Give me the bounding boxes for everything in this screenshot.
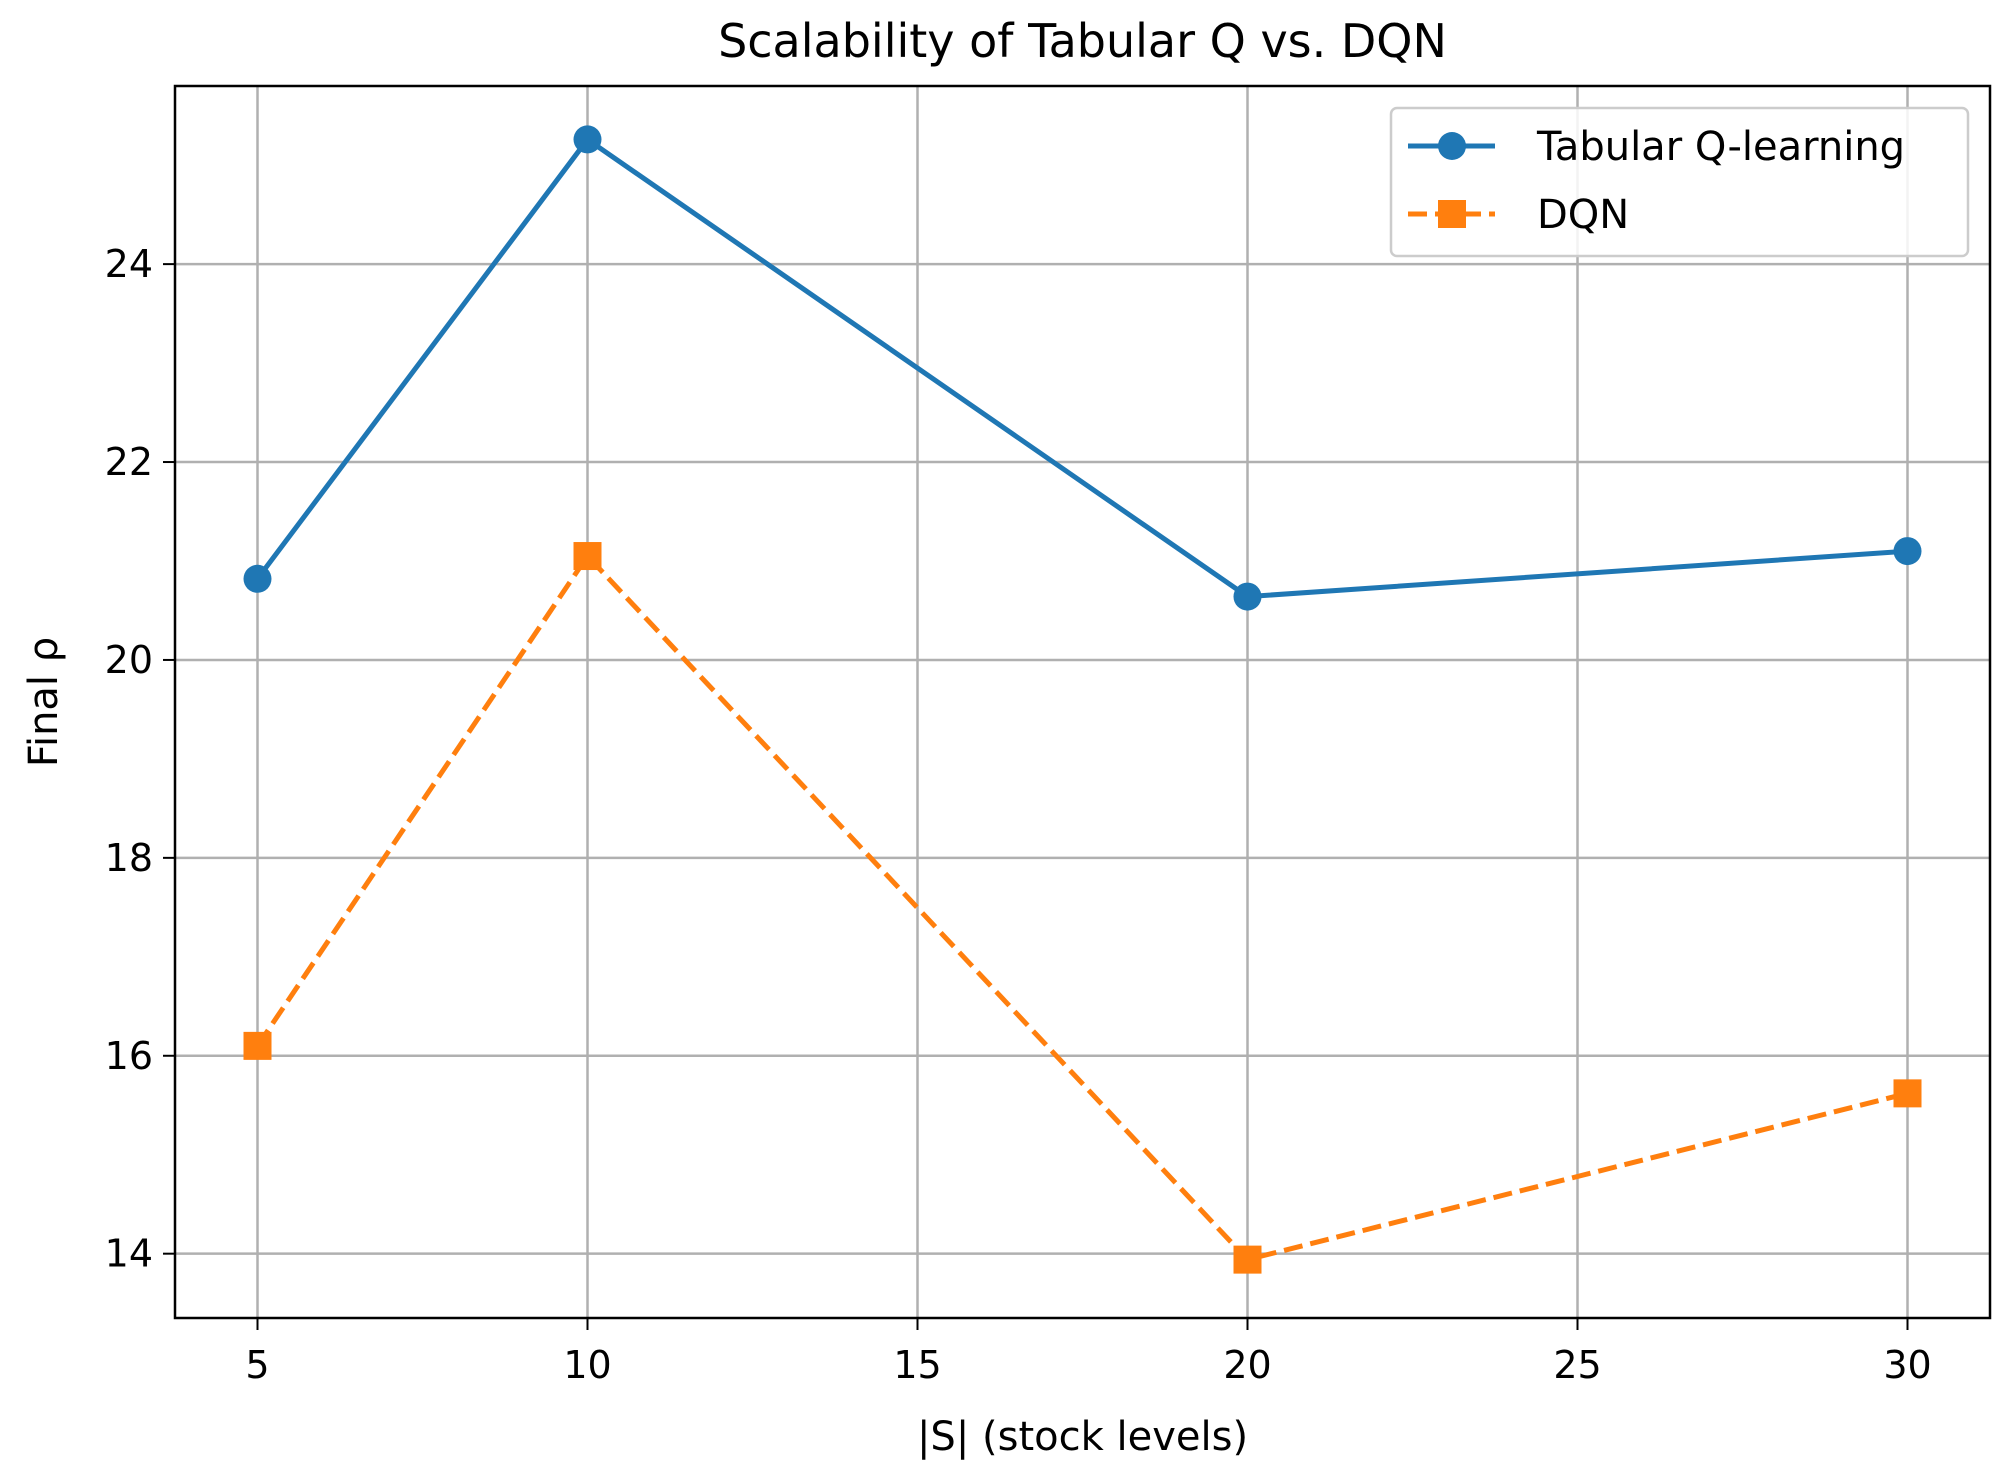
data-point-s0-1 [573, 125, 602, 154]
legend-box [1389, 106, 1970, 258]
x-tick-label-30: 30 [1883, 1343, 1931, 1387]
legend-marker-1 [1438, 200, 1466, 228]
y-tick-label-16: 16 [105, 1034, 153, 1078]
series-layer [243, 125, 1922, 1274]
chart-title: Scalability of Tabular Q vs. DQN [718, 14, 1447, 68]
series-line-1 [255, 553, 1909, 1263]
y-tick-label-14: 14 [105, 1232, 153, 1276]
x-tick-label-25: 25 [1553, 1343, 1601, 1387]
x-axis-label: |S| (stock levels) [917, 1414, 1248, 1460]
y-tick-label-24: 24 [105, 242, 153, 286]
grid [175, 86, 1990, 1318]
y-tick-label-22: 22 [105, 440, 153, 484]
legend: Tabular Q-learning DQN [1389, 106, 1970, 258]
data-point-s1-1 [573, 542, 602, 571]
data-point-s0-0 [243, 564, 272, 593]
x-tick-label-20: 20 [1223, 1343, 1271, 1387]
y-axis-label: Final ρ [21, 637, 67, 767]
data-point-s1-3 [1893, 1079, 1922, 1108]
series-line-0 [255, 136, 1908, 600]
legend-marker-0 [1438, 132, 1466, 160]
x-tick-label-10: 10 [563, 1343, 611, 1387]
data-point-s1-0 [243, 1031, 272, 1060]
legend-label-0: Tabular Q-learning [1536, 124, 1905, 170]
y-tick-label-18: 18 [105, 836, 153, 880]
y-tick-label-20: 20 [105, 638, 153, 682]
x-tick-label-15: 15 [893, 1343, 941, 1387]
ticks: 5 10 15 20 25 30 14 16 18 20 22 24 [105, 242, 1932, 1387]
data-point-s1-2 [1233, 1245, 1262, 1274]
legend-label-1: DQN [1537, 192, 1629, 238]
plot-frame [173, 84, 1992, 1320]
data-point-s0-2 [1233, 582, 1262, 611]
x-tick-label-5: 5 [245, 1343, 269, 1387]
data-point-s0-3 [1893, 537, 1922, 566]
